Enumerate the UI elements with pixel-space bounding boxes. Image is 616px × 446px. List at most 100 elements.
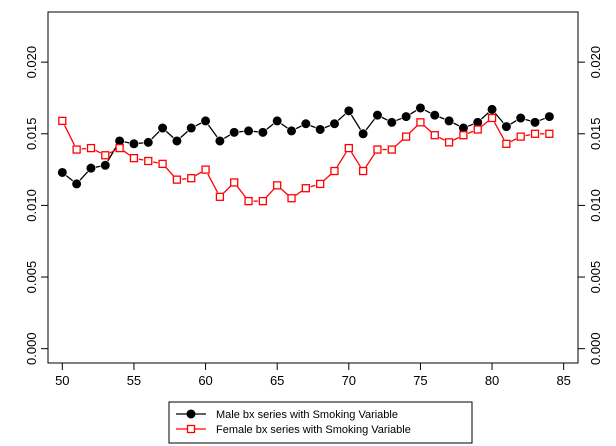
male-series-segment [396,117,402,122]
male-series-segment [324,125,331,129]
male-series-segment [467,123,474,127]
female-series-segment [295,190,303,196]
male-series-segment [453,122,460,127]
male-data-point [287,126,297,136]
female-series-segment [350,151,362,168]
female-series-segment [109,149,116,154]
male-series-segment [381,116,388,121]
female-series-segment [493,122,505,140]
female-data-point [201,165,210,174]
male-series-segment [525,118,531,122]
male-series-segment [124,141,130,144]
male-series-segment [165,130,174,139]
male-series-segment [494,112,504,124]
male-series-segment [65,175,74,182]
male-data-point [487,104,497,114]
x-tick-label: 85 [556,373,570,388]
male-data-point [329,119,339,129]
female-data-point [186,424,196,434]
female-data-point [487,113,497,123]
female-data-point [273,181,282,190]
female-data-point [444,138,454,147]
male-series-segment [539,117,545,122]
female-series-segment [236,186,247,198]
y-tick-label-left: 0.020 [24,46,39,79]
male-series-segment [424,109,431,114]
male-series-segment [310,125,316,129]
female-series-segment [438,136,445,141]
male-data-point [57,167,67,177]
x-tick-label: 50 [55,373,69,388]
female-data-point [287,194,296,203]
female-series-segment [153,161,158,164]
female-series-segment [280,188,289,196]
female-data-point [301,184,310,193]
y-tick-label-left: 0.005 [24,261,39,294]
female-series-segment [323,173,332,182]
female-data-point [244,196,253,206]
female-data-point [358,166,368,176]
male-data-point [473,117,483,127]
female-series-segment [453,136,460,141]
male-series-segment [365,118,375,131]
x-tick-label: 60 [198,373,212,388]
male-data-point [415,103,425,113]
female-series-segment [481,120,489,127]
female-data-point [230,178,239,187]
male-series-segment [207,124,218,138]
female-data-point [473,125,482,134]
male-data-point [401,112,411,122]
female-data-point [416,118,425,127]
female-data-point [502,139,511,148]
female-data-point [373,145,382,154]
female-data-point [115,143,124,153]
male-data-point [258,127,268,137]
female-data-point [387,145,396,154]
female-series-segment [365,153,376,168]
female-data-point [344,143,353,153]
male-series-segment [410,110,417,115]
male-series-segment [95,165,101,168]
female-series [58,113,554,206]
series-layer [57,103,554,206]
female-data-point [215,192,225,201]
male-data-point [458,123,468,133]
male-series-segment [266,123,274,130]
male-data-point [172,136,182,146]
x-tick-label: 75 [413,373,427,388]
plot-frame [47,11,579,364]
male-series-segment [151,131,160,140]
legend-item-female-label: Female bx series with Smoking Variable [216,424,411,436]
female-series-segment [222,185,232,194]
male-data-point [501,122,511,132]
male-series-segment [295,125,302,130]
male-series-segment [337,113,346,121]
axes: 50 55 60 65 70 75 80 85 0.000 0.000 0.005 0.005 0.01… [24,11,603,388]
male-series-segment [223,134,231,139]
female-data-point [545,129,554,138]
female-data-point [258,196,268,206]
male-data-point [129,139,139,149]
male-series-segment [195,122,202,127]
male-data-point [244,126,254,136]
male-data-point [315,124,325,134]
male-data-point [158,123,168,133]
female-series-segment [165,167,175,177]
male-series [57,103,554,189]
y-tick-label-left: 0.015 [24,118,39,151]
female-data-point [86,143,96,153]
female-series-segment [138,158,144,161]
male-data-point [100,160,110,170]
female-data-point [129,153,139,163]
male-data-point [186,123,196,133]
female-data-point [158,159,167,169]
male-data-point [301,119,311,129]
male-data-point [358,129,368,139]
x-tick-label: 55 [127,373,141,388]
male-data-point [72,179,82,189]
female-series-segment [336,151,347,168]
male-data-point [430,110,440,120]
male-data-point [215,136,225,146]
female-data-point [330,166,339,176]
female-series-segment [423,125,432,133]
